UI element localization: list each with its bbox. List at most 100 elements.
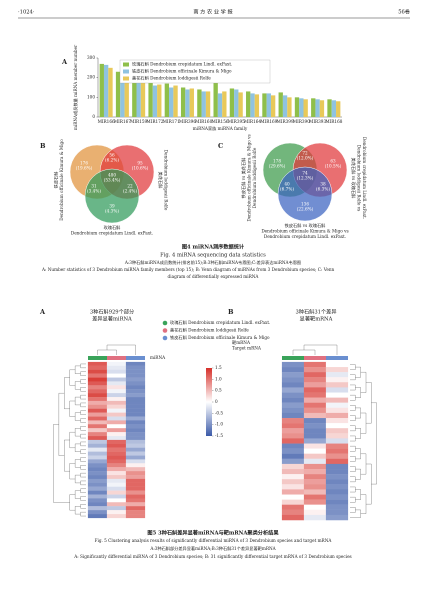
legend-box bbox=[119, 59, 271, 84]
color-bar-label: -1.5 bbox=[215, 433, 223, 438]
heatmap-cell bbox=[281, 372, 305, 378]
heatmap-cell bbox=[87, 439, 108, 445]
bar bbox=[140, 80, 146, 117]
heatmap-cell bbox=[87, 377, 108, 382]
dendrogram-branch bbox=[80, 496, 86, 501]
x-tick-label: MIR396 bbox=[179, 119, 196, 124]
heatmap-cell bbox=[125, 467, 146, 472]
heatmap-cell bbox=[281, 463, 305, 470]
heatmap-cell bbox=[87, 381, 108, 386]
dendrogram-branch bbox=[366, 382, 372, 424]
legend-swatch bbox=[162, 320, 168, 326]
heatmap-cell bbox=[87, 451, 108, 456]
heatmap-cell bbox=[125, 459, 146, 464]
heatmap-cell bbox=[106, 494, 127, 499]
legend-swatch bbox=[123, 76, 129, 81]
heatmap-cell bbox=[325, 509, 349, 516]
caption-note-en: A: Number statistics of 3 Dendrobium miR… bbox=[41, 267, 335, 272]
heatmap-cell bbox=[87, 397, 108, 402]
heatmap-cell bbox=[281, 494, 305, 500]
bar bbox=[282, 95, 288, 117]
bar bbox=[250, 93, 255, 117]
dendrogram-branch bbox=[303, 344, 338, 355]
heatmap-cell bbox=[281, 484, 305, 490]
dendrogram-branch bbox=[69, 400, 76, 417]
heatmap-cell bbox=[87, 513, 108, 519]
venn-set-label: Dendrobium officinale Kimura & Migo vs bbox=[261, 229, 348, 234]
heatmap-cell bbox=[106, 424, 127, 429]
bar bbox=[99, 63, 104, 117]
heatmap-cell bbox=[281, 397, 305, 403]
heatmap-cell bbox=[281, 438, 305, 444]
x-tick-label: MIR164 bbox=[244, 119, 261, 124]
heatmap-cell bbox=[125, 397, 146, 402]
x-tick-label: MIR390 bbox=[293, 119, 310, 124]
venn-percent: (10.5%) bbox=[325, 164, 342, 169]
dendrogram-branch bbox=[80, 441, 86, 447]
heatmap-cell bbox=[325, 377, 349, 383]
heatmap-cell bbox=[303, 387, 327, 393]
heatmap-cell bbox=[125, 478, 146, 484]
color-bar-label: -1.0 bbox=[215, 422, 223, 427]
dendrogram-branch bbox=[360, 372, 367, 393]
heatmap-cell bbox=[325, 361, 349, 368]
dendrogram-branch bbox=[80, 512, 86, 517]
heatmap-cell bbox=[325, 458, 349, 465]
heatmap-cell bbox=[125, 475, 146, 480]
column-group bbox=[107, 356, 126, 360]
heatmap-cell bbox=[281, 474, 305, 480]
bar bbox=[169, 87, 174, 117]
heatmap-cell bbox=[303, 402, 327, 408]
dendrogram-branch bbox=[69, 432, 76, 448]
venn-count: 74 bbox=[302, 171, 308, 176]
heatmap-cell bbox=[106, 432, 127, 437]
x-tick-label: MIR393 bbox=[309, 119, 326, 124]
heatmap-cell bbox=[106, 490, 127, 495]
bar bbox=[185, 89, 190, 117]
legend-swatch bbox=[123, 62, 129, 67]
heatmap-cell bbox=[87, 393, 108, 398]
heatmap-cell bbox=[106, 385, 127, 390]
bar bbox=[132, 77, 137, 117]
bar bbox=[319, 100, 325, 117]
caption-note: A:3种石斛miRNA成员数统计(排名前15);B:3种石斛miRNA韦恩图;C… bbox=[124, 259, 301, 266]
heatmap-cell bbox=[325, 474, 349, 480]
heatmap-cell bbox=[106, 393, 127, 398]
heatmap-cell bbox=[303, 412, 327, 419]
dendrogram-branch bbox=[97, 349, 117, 355]
dendrogram-branch bbox=[64, 439, 70, 472]
bar bbox=[152, 85, 158, 117]
bar bbox=[189, 88, 194, 117]
heatmap-cell bbox=[87, 408, 108, 413]
panel-label: A bbox=[39, 308, 46, 316]
heatmap-cell bbox=[106, 373, 127, 378]
heatmap-cell bbox=[87, 369, 108, 374]
venn-set-label: Dendrobium crepidatum Lindl. exPaxt. bbox=[362, 137, 367, 219]
heatmap-cell bbox=[125, 471, 146, 476]
dendrogram-branch bbox=[350, 435, 356, 442]
heatmap-cell bbox=[303, 484, 327, 490]
heatmap-cell bbox=[87, 467, 108, 472]
heatmap-cell bbox=[125, 486, 146, 491]
heatmap-cell bbox=[106, 369, 127, 374]
heatmap-cell bbox=[125, 513, 146, 519]
heatmap-cell bbox=[281, 458, 305, 465]
heatmap-cell bbox=[106, 510, 127, 515]
heatmap-cell bbox=[281, 504, 305, 510]
heatmap-cell bbox=[325, 479, 349, 485]
heatmap-cell bbox=[106, 471, 127, 476]
heatmap-cell bbox=[281, 499, 305, 505]
bar bbox=[173, 85, 178, 117]
dendrogram-branch bbox=[355, 407, 361, 419]
x-axis-title: miRNA家族 miRNA family bbox=[193, 125, 248, 132]
dendrogram-branch bbox=[355, 387, 361, 398]
venn-set-label: Dendrobium loddigesii Rolfe bbox=[252, 147, 257, 208]
dendrogram-branch bbox=[80, 465, 86, 470]
bar bbox=[234, 89, 239, 117]
heatmap-cell bbox=[125, 377, 146, 382]
venn-percent: (3.4%) bbox=[87, 189, 101, 194]
color-bar bbox=[206, 368, 212, 436]
heatmap-cell bbox=[125, 482, 146, 487]
bar bbox=[246, 91, 251, 117]
heatmap-cell bbox=[106, 513, 127, 519]
